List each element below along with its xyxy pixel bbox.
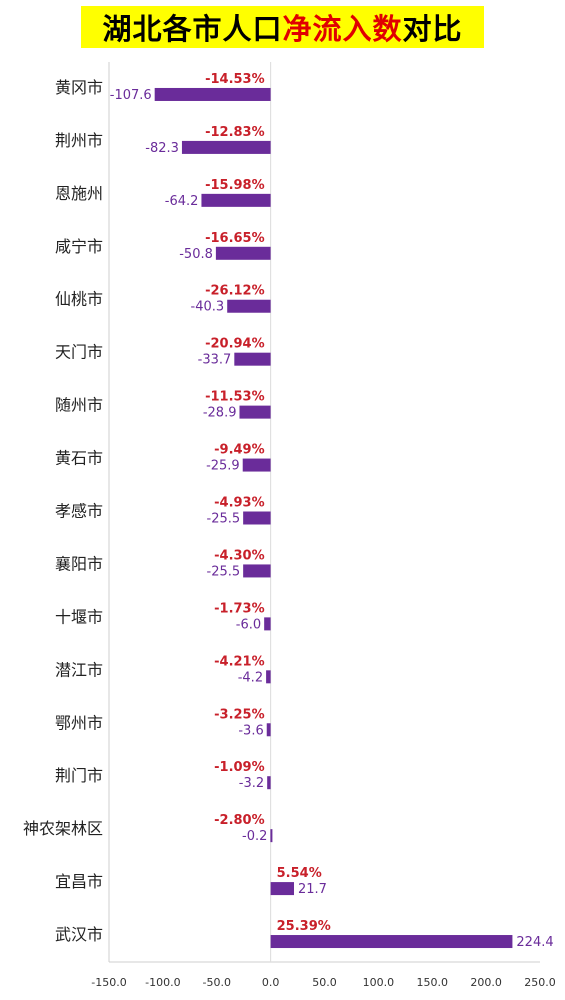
- value-label: -107.6: [110, 88, 152, 103]
- value-label: -6.0: [236, 617, 261, 632]
- value-label: 224.4: [516, 935, 553, 950]
- bar: [242, 458, 271, 472]
- value-label: 21.7: [298, 882, 327, 897]
- percent-label: -3.25%: [214, 707, 265, 722]
- bar: [243, 511, 271, 525]
- category-label: 神农架林区: [23, 819, 103, 838]
- percent-label: -20.94%: [205, 337, 265, 352]
- bar: [234, 352, 271, 366]
- category-label: 十堰市: [55, 607, 103, 626]
- category-label: 孝感市: [55, 502, 103, 521]
- value-label: -33.7: [198, 353, 232, 368]
- percent-label: -4.21%: [214, 654, 265, 669]
- bar: [270, 829, 273, 843]
- bar: [266, 723, 271, 737]
- category-label: 荆门市: [55, 766, 103, 785]
- value-label: -50.8: [179, 247, 213, 262]
- category-label: 恩施州: [55, 184, 103, 203]
- percent-label: -14.53%: [205, 72, 265, 87]
- percent-label: -15.98%: [205, 178, 265, 193]
- percent-label: 25.39%: [277, 919, 331, 934]
- bar: [201, 193, 271, 207]
- x-tick-label: 200.0: [470, 976, 502, 989]
- title-part-2: 对比: [402, 12, 463, 46]
- x-tick-label: 50.0: [312, 976, 337, 989]
- percent-label: -4.30%: [214, 548, 265, 563]
- x-tick-label: 250.0: [524, 976, 556, 989]
- chart-title: 湖北各市人口 净流入数 对比: [81, 6, 484, 48]
- value-label: -4.2: [238, 670, 263, 685]
- x-tick-label: 150.0: [417, 976, 449, 989]
- percent-label: -2.80%: [214, 813, 265, 828]
- value-label: -25.9: [206, 459, 240, 474]
- percent-label: -4.93%: [214, 496, 265, 511]
- category-label: 随州市: [55, 396, 103, 415]
- bar: [270, 935, 513, 949]
- value-label: -40.3: [191, 300, 225, 315]
- value-label: -64.2: [165, 194, 199, 209]
- category-label: 黄冈市: [55, 78, 103, 97]
- bar: [270, 882, 295, 896]
- bar: [215, 246, 271, 260]
- x-tick-label: -100.0: [145, 976, 180, 989]
- percent-label: -16.65%: [205, 231, 265, 246]
- x-tick-label: -150.0: [91, 976, 126, 989]
- category-label: 襄阳市: [55, 554, 103, 573]
- bar: [154, 87, 271, 101]
- percent-label: -9.49%: [214, 443, 265, 458]
- bar: [264, 617, 271, 631]
- category-label: 黄石市: [55, 449, 103, 468]
- value-label: -25.5: [207, 512, 241, 527]
- category-label: 咸宁市: [55, 237, 103, 256]
- title-highlight: 净流入数: [282, 12, 403, 46]
- percent-label: -1.73%: [214, 601, 265, 616]
- percent-label: -12.83%: [205, 125, 265, 140]
- value-label: -0.2: [242, 829, 267, 844]
- category-label: 天门市: [55, 343, 103, 362]
- x-tick-label: 0.0: [262, 976, 280, 989]
- value-label: -28.9: [203, 406, 237, 421]
- bar: [181, 140, 271, 154]
- bar: [239, 405, 271, 419]
- category-label: 潜江市: [55, 660, 103, 679]
- category-label: 宜昌市: [55, 872, 103, 891]
- category-label: 鄂州市: [55, 713, 103, 732]
- percent-label: 5.54%: [277, 866, 322, 881]
- value-label: -3.6: [238, 723, 263, 738]
- value-label: -3.2: [239, 776, 264, 791]
- bar: [266, 670, 271, 684]
- title-part-1: 湖北各市人口: [102, 12, 283, 46]
- category-label: 武汉市: [55, 925, 103, 944]
- value-label: -82.3: [145, 141, 179, 156]
- percent-label: -26.12%: [205, 284, 265, 299]
- percent-label: -11.53%: [205, 390, 265, 405]
- bar: [243, 564, 271, 578]
- value-label: -25.5: [207, 564, 241, 579]
- x-tick-label: 100.0: [363, 976, 395, 989]
- category-label: 荆州市: [55, 131, 103, 150]
- bar: [267, 776, 271, 790]
- x-tick-label: -50.0: [203, 976, 231, 989]
- percent-label: -1.09%: [214, 760, 265, 775]
- bar: [227, 299, 271, 313]
- category-label: 仙桃市: [55, 290, 103, 309]
